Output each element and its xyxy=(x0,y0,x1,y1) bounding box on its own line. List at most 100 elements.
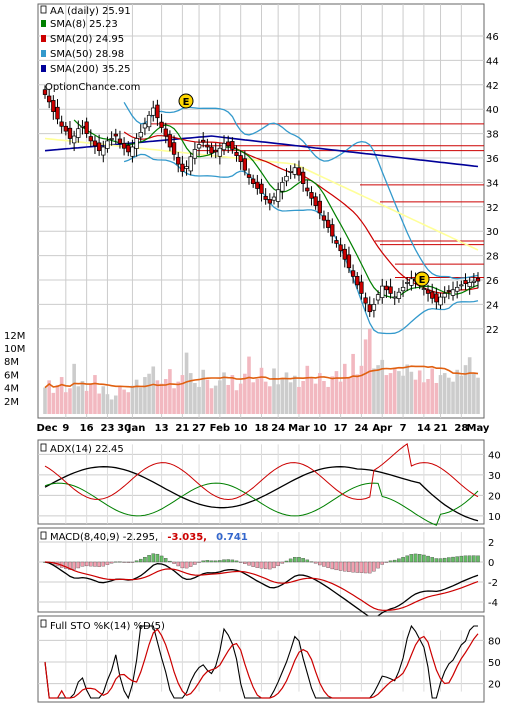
volume-bar xyxy=(263,381,268,414)
candle-body xyxy=(47,95,52,103)
candle-body xyxy=(251,178,256,184)
volume-bar xyxy=(118,386,122,414)
price-axis-label: 24 xyxy=(486,300,499,311)
price-candles xyxy=(42,85,481,318)
candle-body xyxy=(92,140,98,147)
legend-swatch xyxy=(41,35,46,42)
panel-axis-label: 10 xyxy=(488,512,501,523)
adx-panel: ADX(14) 22.45 40 30 20 10 xyxy=(37,439,501,526)
macd-histogram-bar xyxy=(409,554,414,563)
earnings-marker-circle xyxy=(178,93,194,109)
sma200-line xyxy=(44,135,479,168)
volume-bar xyxy=(222,372,226,414)
candle-body xyxy=(325,219,331,228)
volume-bar xyxy=(438,375,443,414)
volume-bar xyxy=(455,369,459,414)
macd-signal-line xyxy=(44,561,479,612)
candle-body xyxy=(234,152,239,156)
x-axis-label: 13 xyxy=(155,423,169,434)
candle-body xyxy=(471,280,476,283)
x-axis-label: 10 xyxy=(234,423,248,434)
macd-histogram-bar xyxy=(238,561,243,563)
macd-histogram-bar xyxy=(109,561,114,564)
macd-histogram-bar xyxy=(255,561,260,568)
volume-average-line xyxy=(44,365,479,389)
x-axis-label: 24 xyxy=(354,423,368,434)
volume-bar xyxy=(330,376,335,414)
candle-body xyxy=(59,121,64,127)
macd-histogram-bar xyxy=(434,558,439,563)
volume-axis-labels: 12M 10M 8M 6M 4M 2M xyxy=(4,331,25,408)
macd-histogram-bar xyxy=(163,558,168,563)
candle-body xyxy=(442,293,447,298)
sto-title-swatch xyxy=(40,619,47,628)
macd-histogram-bar xyxy=(143,557,147,563)
legend-swatch xyxy=(41,50,46,57)
candle-body xyxy=(367,304,372,313)
sto-title: Full STO %K(14) %D(5) xyxy=(50,621,165,632)
volume-bar xyxy=(122,389,126,414)
volume-bar xyxy=(243,373,247,414)
candle-body xyxy=(76,128,81,138)
macd-histogram-bar xyxy=(472,555,476,563)
macd-histogram-bar xyxy=(326,561,330,568)
candle-body xyxy=(405,282,410,284)
macd-histogram-bar xyxy=(372,561,376,572)
volume-bar xyxy=(155,380,160,414)
macd-histogram-bar xyxy=(463,555,468,563)
legend-item-label: SMA(8) 25.23 xyxy=(50,19,118,30)
macd-histogram-bar xyxy=(180,561,185,569)
volume-bar xyxy=(80,381,85,414)
volume-bar xyxy=(76,386,81,414)
volume-bar xyxy=(467,357,472,414)
earnings-marker-1[interactable]: E xyxy=(178,93,194,109)
macd-histogram-bar xyxy=(280,561,285,564)
candle-body xyxy=(176,156,181,165)
x-axis-label: Mar xyxy=(288,423,310,434)
macd-histogram-bar xyxy=(380,561,384,565)
volume-bar xyxy=(401,375,405,414)
macd-histogram-bar xyxy=(305,559,310,563)
volume-bars xyxy=(43,328,480,414)
legend-item-label: SMA(20) 24.95 xyxy=(50,34,124,45)
candle-body xyxy=(267,199,272,204)
adx-line xyxy=(44,466,479,522)
candle-body xyxy=(151,107,156,116)
volume-bar xyxy=(201,369,206,414)
volume-bar xyxy=(347,377,351,414)
earnings-marker-circle xyxy=(414,271,430,287)
legend-swatch-title xyxy=(40,5,47,14)
candle-body xyxy=(450,289,456,296)
x-axis-label: 10 xyxy=(313,423,327,434)
x-axis-label: 9 xyxy=(62,423,69,434)
volume-bar xyxy=(259,367,264,414)
earnings-marker-2[interactable]: E xyxy=(414,271,430,287)
macd-histogram-bar xyxy=(351,561,355,573)
macd-histogram-bar xyxy=(451,556,455,563)
macd-histogram-bar xyxy=(384,561,389,563)
macd-histogram-bar xyxy=(118,561,122,563)
macd-histogram-bar xyxy=(230,559,235,563)
volume-bar xyxy=(388,373,393,414)
candle-body xyxy=(338,244,343,252)
macd-histogram-bar xyxy=(168,560,172,563)
volume-bar xyxy=(351,353,355,414)
candle-body xyxy=(246,174,252,178)
candle-body xyxy=(171,142,177,155)
macd-histogram-bar xyxy=(363,561,368,574)
volume-bar xyxy=(180,375,185,414)
candle-body xyxy=(55,106,60,120)
candle-body xyxy=(221,143,227,151)
bollinger-upper-line xyxy=(123,101,479,280)
candle-body xyxy=(321,215,327,221)
volume-axis-label: 2M xyxy=(4,397,19,408)
candle-body xyxy=(155,104,160,119)
volume-bar xyxy=(434,382,439,414)
candle-body xyxy=(388,286,393,294)
panel-axis-label: -4 xyxy=(488,598,498,609)
price-axis-label: 28 xyxy=(486,252,499,263)
candle-body xyxy=(163,128,168,137)
macd-histogram-bar xyxy=(193,561,197,565)
candle-body xyxy=(434,293,439,303)
legend-item-label: SMA(200) 35.25 xyxy=(50,64,131,75)
